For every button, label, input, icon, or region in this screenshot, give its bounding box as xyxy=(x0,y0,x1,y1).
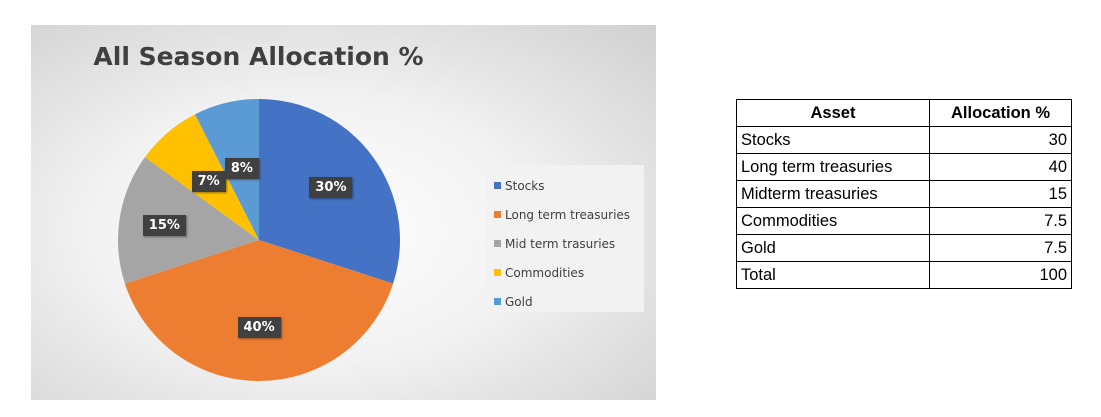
legend-label: Gold xyxy=(505,294,533,309)
legend-swatch xyxy=(494,269,501,276)
data-label-mid-term-trasuries: 15% xyxy=(142,214,186,236)
legend-label: Mid term trasuries xyxy=(505,236,616,251)
header-allocation: Allocation % xyxy=(929,99,1072,127)
data-label-stocks: 30% xyxy=(309,177,353,199)
table-row: Commodities 7.5 xyxy=(736,207,1072,235)
asset-cell: Stocks xyxy=(736,126,930,154)
legend-item-gold: Gold xyxy=(486,287,644,316)
asset-cell: Long term treasuries xyxy=(736,153,930,181)
allocation-cell: 7.5 xyxy=(929,207,1072,235)
table-total-row: Total 100 xyxy=(736,261,1072,289)
data-label-commodities: 7% xyxy=(191,170,226,192)
pie-slice-mid-term-trasuries xyxy=(118,157,259,284)
legend: Stocks Long term treasuries Mid term trasu… xyxy=(486,165,644,312)
table-row: Stocks 30 xyxy=(736,126,1072,154)
pie-slice-long-term-treasuries xyxy=(124,240,394,381)
total-label-cell: Total xyxy=(736,261,930,289)
legend-swatch xyxy=(494,211,501,218)
data-label-gold: 8% xyxy=(224,158,259,180)
table-header-row: Asset Allocation % xyxy=(736,99,1072,127)
legend-swatch xyxy=(494,240,501,247)
asset-cell: Commodities xyxy=(736,207,930,235)
pie-chart: All Season Allocation % 30% 40% 15% 7% 8% St… xyxy=(31,25,656,400)
allocation-cell: 30 xyxy=(929,126,1072,154)
legend-swatch xyxy=(494,182,501,189)
legend-label: Long term treasuries xyxy=(505,207,631,222)
table-row: Long term treasuries 40 xyxy=(736,153,1072,181)
legend-item-commodities: Commodities xyxy=(486,258,644,287)
asset-cell: Midterm treasuries xyxy=(736,180,930,208)
legend-label: Stocks xyxy=(505,178,545,193)
allocation-cell: 15 xyxy=(929,180,1072,208)
table-row: Midterm treasuries 15 xyxy=(736,180,1072,208)
allocation-cell: 40 xyxy=(929,153,1072,181)
chart-title: All Season Allocation % xyxy=(93,42,424,71)
legend-label: Commodities xyxy=(505,265,585,280)
header-asset: Asset xyxy=(736,99,930,127)
asset-cell: Gold xyxy=(736,234,930,262)
allocation-cell: 7.5 xyxy=(929,234,1072,262)
legend-item-stocks: Stocks xyxy=(486,171,644,200)
table-row: Gold 7.5 xyxy=(736,234,1072,262)
data-label-long-term-treasuries: 40% xyxy=(237,316,281,338)
pie-plot xyxy=(118,99,401,381)
total-value-cell: 100 xyxy=(929,261,1072,289)
legend-item-long-term-treasuries: Long term treasuries xyxy=(486,200,644,229)
legend-item-mid-term-trasuries: Mid term trasuries xyxy=(486,229,644,258)
legend-swatch xyxy=(494,298,501,305)
allocation-table: Asset Allocation % Stocks 30 Long term t… xyxy=(736,99,1072,289)
